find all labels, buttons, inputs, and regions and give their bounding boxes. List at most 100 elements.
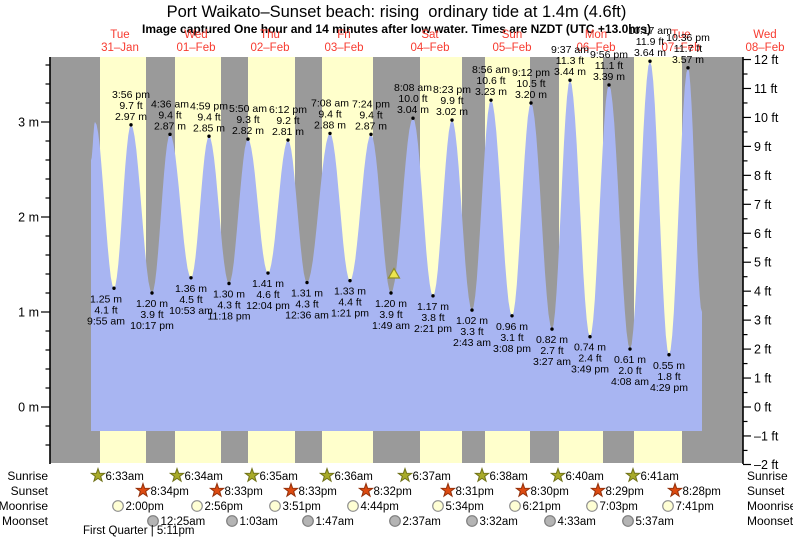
low-tide-point [189,276,193,280]
day-date-label: 06–Feb [576,42,615,54]
low-tide-annotation: 2:43 am [453,337,491,349]
sunrise-time: 6:40am [566,471,604,483]
high-tide-point [568,78,572,82]
low-tide-annotation: 1.02 m [456,315,488,327]
high-tide-annotation: 2.87 m [154,120,186,132]
high-tide-annotation: 9:56 pm [590,49,628,61]
right-axis-label: 1 ft [754,372,772,386]
sunrise-time: 6:33am [106,471,144,483]
day-date-label: 31–Jan [101,42,139,54]
day-date-label: 02–Feb [250,42,289,54]
low-tide-point [305,280,309,285]
moonset-icon [389,515,401,527]
day-date-label: 01–Feb [176,42,215,54]
day-date-label: 08–Feb [745,42,784,54]
sunrise-star-icon [318,466,336,483]
sunrise-time: 6:41am [641,471,679,483]
sunset-star-icon [282,481,300,498]
low-tide-annotation: 4.6 ft [256,289,279,301]
low-tide-annotation: 1.20 m [375,298,407,310]
sunset-star-icon [134,481,152,498]
high-tide-annotation: 3.23 m [475,86,507,98]
low-tide-annotation: 1.36 m [175,283,207,295]
sunrise-star-icon [168,466,186,483]
moonset-time: 12:25am [161,516,206,528]
sunset-time: 8:33pm [225,486,263,498]
low-tide-point [628,347,632,351]
high-tide-annotation: 9.4 ft [158,109,181,121]
high-tide-annotation: 3.57 m [672,54,704,66]
high-tide-annotation: 11.7 ft [674,43,702,55]
moonrise-time: 7:03pm [600,501,638,513]
low-tide-annotation: 1.41 m [252,278,284,290]
low-tide-annotation: 4.4 ft [338,297,361,309]
day-label: Fri [337,29,350,41]
right-axis-label: 2 ft [754,343,772,357]
sunset-star-icon [514,481,532,498]
right-axis-label: –1 ft [754,429,779,443]
high-tide-annotation: 5:50 am [229,103,267,115]
low-tide-point [588,335,592,339]
low-tide-annotation: 1.8 ft [657,371,680,383]
moonrise-time: 5:34pm [446,501,484,513]
astro-row-label-left: Sunset [11,484,49,498]
moonset-icon [622,515,634,527]
right-axis-label: 3 ft [754,314,772,328]
low-tide-annotation: 3:08 pm [493,343,531,355]
low-tide-annotation: 4:29 pm [650,382,688,394]
moonrise-icon [112,500,124,512]
moonset-time: 1:47am [316,516,354,528]
sunset-time: 8:33pm [299,486,337,498]
low-tide-point [348,278,352,283]
high-tide-annotation: 3.02 m [436,106,468,118]
sunrise-star-icon [624,466,642,483]
high-tide-annotation: 2.81 m [272,126,304,138]
day-date-label: 07–Feb [661,42,700,54]
low-tide-annotation: 4.1 ft [94,304,117,316]
high-tide-point [207,134,211,138]
moonrise-icon [586,500,598,512]
chart-subtitle: Image captured One hour and 14 minutes a… [142,22,651,36]
low-tide-annotation: 3.9 ft [140,309,163,321]
moonrise-icon [662,500,674,512]
moonset-time: 1:03am [240,516,278,528]
high-tide-annotation: 2.87 m [355,120,387,132]
low-tide-point [550,327,554,331]
sunset-time: 8:32pm [374,486,412,498]
low-tide-annotation: 0.55 m [653,360,685,372]
low-tide-annotation: 1.25 m [90,293,122,305]
high-tide-annotation: 7:24 pm [352,98,390,110]
sunrise-star-icon [396,466,414,483]
low-tide-annotation: 2:21 pm [414,323,452,335]
low-tide-annotation: 1:21 pm [331,308,369,320]
sunset-time: 8:31pm [456,486,494,498]
day-label: Tue [110,29,129,41]
low-tide-annotation: 0.82 m [536,334,568,346]
high-tide-point [607,83,611,87]
high-tide-point [450,118,454,122]
low-tide-point [150,291,154,295]
moonset-time: 5:37am [636,516,674,528]
moonset-icon [147,515,159,527]
moonset-time: 4:33am [558,516,596,528]
moonrise-time: 2:00pm [126,501,164,513]
day-label: Wed [184,29,207,41]
right-axis-label: 4 ft [754,285,772,299]
day-date-label: 04–Feb [410,42,449,54]
high-tide-annotation: 10.0 ft [398,93,427,105]
low-tide-point [227,281,231,286]
low-tide-annotation: 10:53 am [169,305,213,317]
moonrise-icon [269,500,281,512]
moonrise-time: 6:21pm [523,501,561,513]
low-tide-annotation: 4:08 am [611,376,649,388]
high-tide-annotation: 9:37 am [551,44,589,56]
tide-water-area [91,61,702,431]
low-tide-annotation: 0.96 m [496,321,528,333]
astro-row-label-left: Moonrise [0,499,48,513]
high-tide-annotation: 3.20 m [515,89,547,101]
high-tide-annotation: 2.85 m [193,122,225,134]
sunrise-time: 6:37am [413,471,451,483]
low-tide-annotation: 9:55 am [87,315,125,327]
sunset-time: 8:29pm [606,486,644,498]
moonrise-time: 3:51pm [283,501,321,513]
